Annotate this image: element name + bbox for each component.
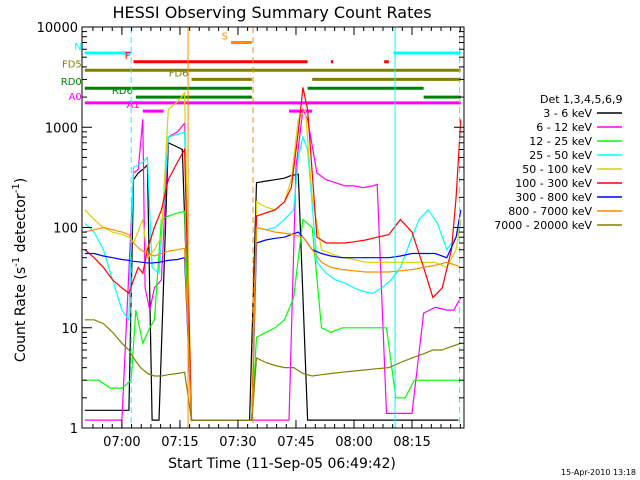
y-axis-label-part: ): [13, 178, 29, 183]
x-tick-label: 07:45: [277, 435, 314, 450]
x-tick-label: 07:30: [219, 435, 256, 450]
series-line-2: [84, 107, 462, 421]
legend-entry-label: 6 - 12 keV: [536, 121, 592, 134]
legend-entry-label: 7000 - 20000 keV: [494, 219, 592, 232]
flag-label-fd5: FD5: [62, 59, 82, 70]
flag-label-fd6: FD6: [169, 68, 189, 79]
y-axis-label-part: Count Rate (s: [13, 267, 29, 362]
series-line-7: [84, 209, 462, 421]
legend-entry-label: 3 - 6 keV: [543, 107, 592, 120]
legend-header: Det 1,3,4,5,6,9: [540, 93, 623, 106]
y-tick-label: 1: [70, 422, 78, 437]
series-line-3: [84, 210, 461, 421]
x-axis-label: Start Time (11-Sep-05 06:49:42): [168, 456, 396, 472]
legend-entry-label: 100 - 300 keV: [515, 177, 592, 190]
y-axis-label: Count Rate (s-1 detector-1): [11, 178, 29, 362]
y-axis-label-sup: -1: [11, 257, 22, 267]
x-tick-label: 07:15: [161, 435, 198, 450]
legend-entry-label: 12 - 25 keV: [529, 135, 592, 148]
y-tick-label: 10000: [37, 21, 78, 36]
x-tick-label: 07:00: [103, 435, 140, 450]
series-line-8: [84, 226, 462, 421]
x-tick-label: 08:00: [335, 435, 372, 450]
legend-entry-label: 800 - 7000 keV: [508, 205, 592, 218]
generation-timestamp: 15-Apr-2010 13:18: [561, 468, 636, 477]
y-tick-label: 10: [61, 322, 78, 337]
series-line-1: [84, 141, 459, 421]
y-tick-label: 100: [53, 222, 78, 237]
flag-label-s: S: [222, 32, 228, 43]
series-line-9: [84, 319, 461, 421]
axis-ticks: [82, 26, 464, 429]
count-rate-series: [84, 87, 462, 421]
legend-entry-label: 25 - 50 keV: [529, 149, 592, 162]
observing-flags: S N F FD5 FD6 RD0 RD6 A0 A1: [61, 32, 461, 113]
y-tick-labels: 1 10 100 1000 10000: [37, 21, 78, 437]
legend-entry-label: 50 - 100 keV: [522, 163, 592, 176]
flag-label-a1: A1: [127, 100, 140, 111]
flag-label-f: F: [125, 51, 131, 62]
y-tick-label: 1000: [45, 121, 78, 136]
flag-label-rd6: RD6: [112, 86, 133, 97]
flag-label-rd0: RD0: [61, 77, 82, 88]
series-line-6: [84, 87, 462, 421]
x-tick-label: 08:15: [393, 435, 430, 450]
x-tick-labels: 07:00 07:15 07:30 07:45 08:00 08:15: [103, 435, 431, 450]
y-axis-label-sup: -1: [11, 183, 22, 193]
flag-label-n: N: [74, 42, 81, 53]
flag-label-a0: A0: [69, 92, 82, 103]
chart-title: HESSI Observing Summary Count Rates: [112, 3, 431, 22]
series-line-4: [84, 130, 462, 421]
y-axis-label-part: detector: [13, 193, 29, 257]
legend-entry-label: 300 - 800 keV: [515, 191, 592, 204]
